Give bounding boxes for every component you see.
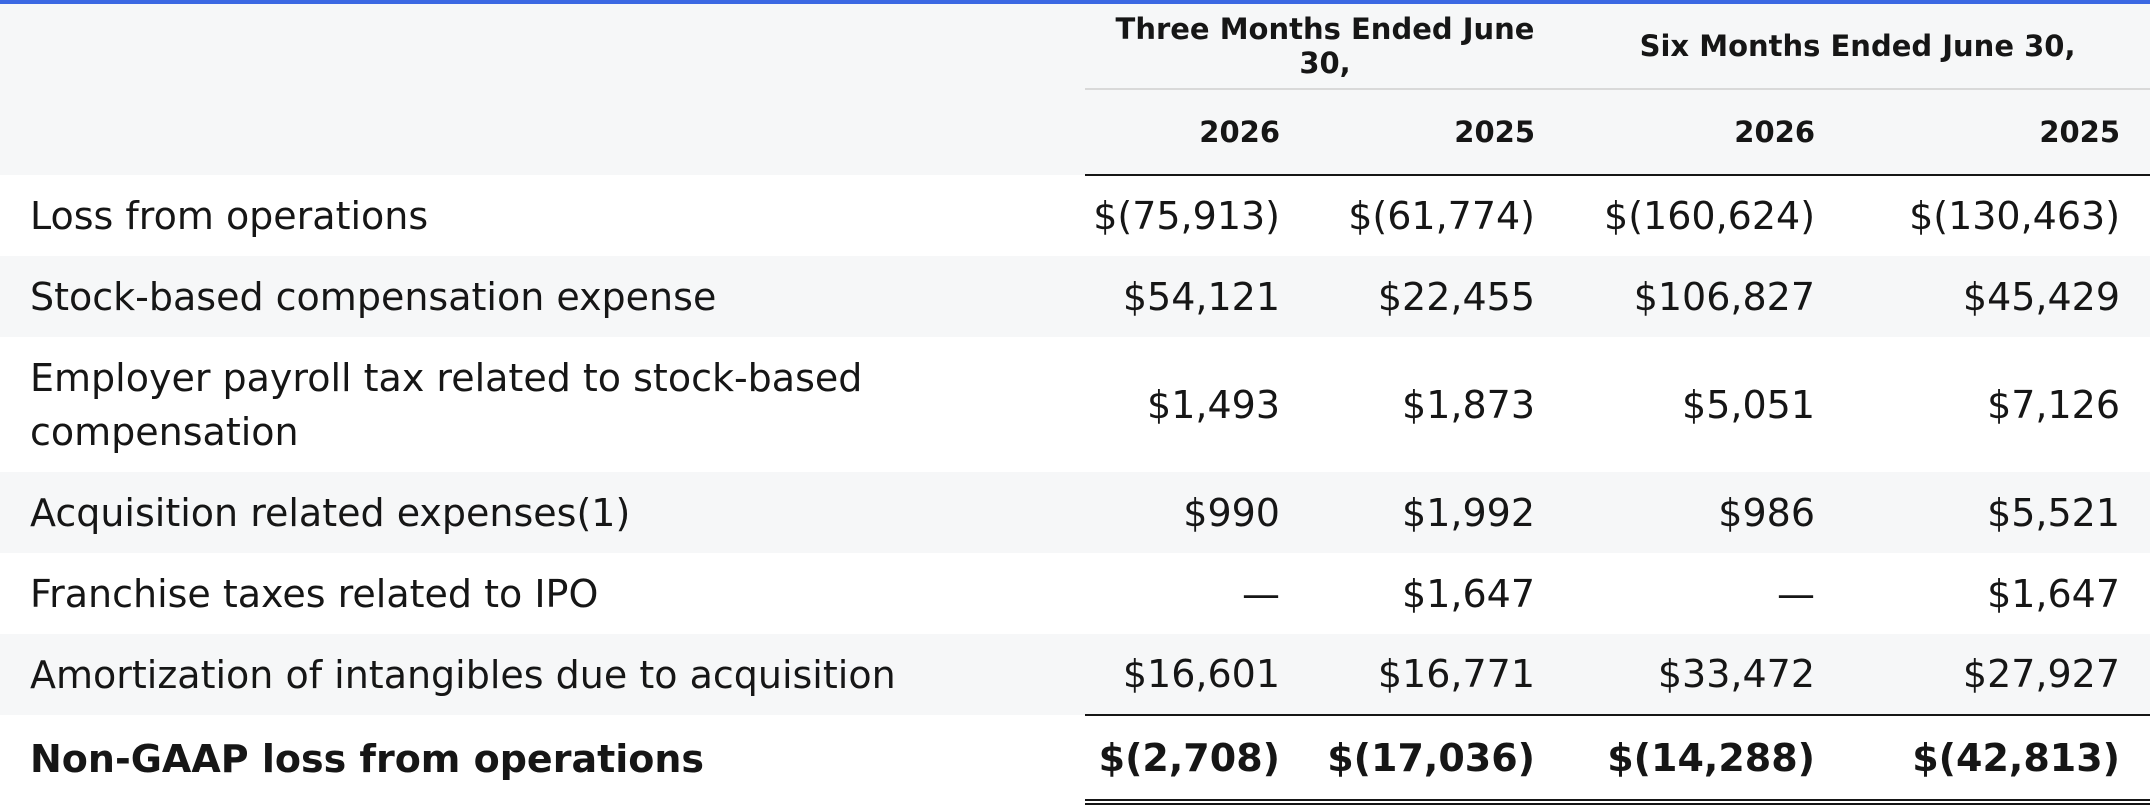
group-header-six-months: Six Months Ended June 30, (1565, 4, 2150, 90)
total-label: Non-GAAP loss from operations (30, 736, 705, 781)
table-row: Stock-based compensation expense $54,121… (0, 256, 2150, 337)
row-value: $45,429 (1845, 256, 2150, 337)
row-value: $5,521 (1845, 472, 2150, 553)
year-header: 2025 (1310, 89, 1566, 176)
row-label: Stock-based compensation expense (0, 256, 1085, 337)
total-value: $(14,288) (1565, 714, 1846, 805)
total-value: $(17,036) (1310, 714, 1566, 805)
row-label: Employer payroll tax related to stock-ba… (30, 355, 863, 454)
row-value: $1,493 (1147, 382, 1280, 427)
row-value: $1,992 (1310, 472, 1566, 553)
row-value: $(75,913) (1093, 194, 1280, 238)
non-gaap-reconciliation-table: Three Months Ended June 30, Six Months E… (0, 4, 2150, 805)
total-value: $(2,708) (1085, 714, 1310, 805)
row-value: $986 (1565, 472, 1846, 553)
row-value: $(130,463) (1909, 194, 2121, 238)
header-blank-cell (0, 4, 1085, 89)
row-value: $27,927 (1845, 634, 2150, 715)
row-value: $1,647 (1402, 571, 1536, 616)
header-blank-cell (0, 89, 1085, 175)
row-label: Franchise taxes related to IPO (30, 571, 599, 616)
year-header: 2026 (1085, 89, 1310, 176)
row-label: Loss from operations (30, 193, 429, 238)
row-value: $1,873 (1402, 382, 1536, 427)
total-value: $(42,813) (1845, 714, 2150, 805)
row-value: $16,601 (1085, 634, 1310, 715)
row-value: $5,051 (1682, 382, 1816, 427)
group-header-three-months: Three Months Ended June 30, (1085, 4, 1566, 90)
row-value: $54,121 (1085, 256, 1310, 337)
row-value: $990 (1085, 472, 1310, 553)
row-value: — (1242, 571, 1280, 616)
year-header: 2025 (1845, 89, 2150, 176)
table-row: Loss from operations $(75,913) $(61,774)… (0, 175, 2150, 256)
table-row: Acquisition related expenses(1) $990 $1,… (0, 472, 2150, 553)
row-value: $106,827 (1565, 256, 1846, 337)
row-label: Amortization of intangibles due to acqui… (0, 634, 1085, 715)
row-value: — (1777, 571, 1816, 616)
total-row: Non-GAAP loss from operations $(2,708) $… (0, 714, 2150, 805)
top-accent-line (0, 0, 2150, 4)
row-value: $1,647 (1987, 571, 2121, 616)
row-value: $22,455 (1310, 256, 1566, 337)
row-value: $33,472 (1565, 634, 1846, 715)
table-row: Amortization of intangibles due to acqui… (0, 634, 2150, 715)
row-value: $(160,624) (1604, 194, 1816, 238)
group-header-row: Three Months Ended June 30, Six Months E… (0, 4, 2150, 90)
row-value: $(61,774) (1348, 194, 1536, 238)
table-row: Franchise taxes related to IPO — $1,647 … (0, 553, 2150, 634)
year-header: 2026 (1565, 89, 1846, 176)
row-value: $16,771 (1310, 634, 1566, 715)
row-value: $7,126 (1987, 382, 2121, 427)
year-header-row: 2026 2025 2026 2025 (0, 89, 2150, 176)
table-row: Employer payroll tax related to stock-ba… (0, 337, 2150, 472)
row-label: Acquisition related expenses(1) (0, 472, 1085, 553)
